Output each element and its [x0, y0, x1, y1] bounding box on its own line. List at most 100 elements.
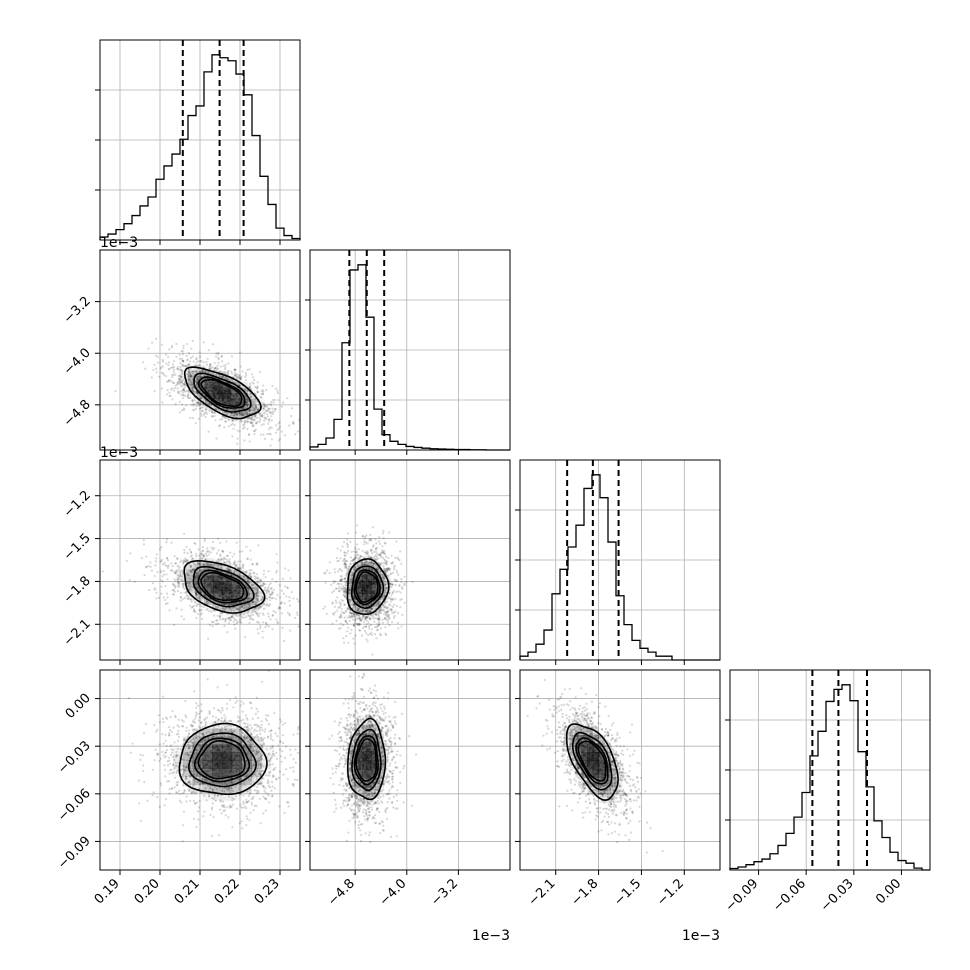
scatter-point — [398, 584, 401, 588]
scatter-point — [388, 597, 391, 600]
scatter-point — [147, 565, 150, 568]
scatter-point — [358, 622, 361, 626]
scatter-point — [365, 623, 368, 626]
scatter-point — [233, 561, 237, 564]
scatter-point — [217, 373, 220, 376]
scatter-point — [195, 357, 198, 360]
scatter-point — [262, 407, 265, 410]
scatter-point — [182, 388, 185, 391]
scatter-point — [371, 607, 374, 610]
scatter-point — [359, 618, 362, 621]
scatter-point — [262, 595, 265, 599]
scatter-point — [202, 554, 205, 557]
scatter-point — [348, 582, 351, 585]
scatter-point — [227, 559, 230, 562]
scatter-point — [216, 364, 219, 367]
scatter-point — [191, 557, 194, 560]
scatter-point — [141, 361, 145, 364]
scatter-point — [374, 613, 377, 616]
axes-frame — [519, 459, 721, 661]
scatter-point — [252, 424, 255, 428]
scatter-point — [281, 577, 284, 581]
scatter-point — [223, 624, 226, 628]
scatter-point — [256, 628, 259, 631]
scatter-point — [251, 424, 254, 428]
scatter-point — [244, 578, 247, 581]
scatter-point — [185, 716, 188, 719]
scatter-point — [369, 610, 372, 613]
scatter-point — [383, 552, 387, 556]
scatter-point — [206, 547, 209, 550]
scatter-point — [219, 418, 222, 421]
scatter-point — [246, 427, 249, 431]
scatter-point — [197, 587, 200, 590]
scatter-point — [196, 575, 199, 578]
scatter-point — [160, 558, 163, 561]
scatter-point — [396, 556, 399, 559]
scatter-point — [198, 608, 201, 612]
scatter-point — [202, 561, 205, 565]
scatter-point — [269, 733, 272, 736]
scatter-point — [246, 398, 249, 401]
scatter-point — [242, 806, 245, 809]
scatter-point — [211, 415, 214, 418]
scatter-point — [142, 538, 145, 542]
scatter-point — [374, 554, 377, 557]
scatter-point — [174, 402, 177, 406]
scatter-point — [186, 573, 189, 576]
scatter-point — [362, 614, 365, 617]
scatter-point — [292, 422, 295, 425]
scatter-point — [189, 583, 192, 586]
scatter-point — [150, 569, 153, 572]
scatter-point — [168, 788, 171, 791]
scatter-point — [364, 610, 367, 613]
scatter-point — [164, 353, 168, 356]
scatter-point — [226, 412, 229, 415]
density-cell — [230, 398, 240, 405]
scatter-point — [241, 413, 244, 416]
scatter-point — [183, 738, 186, 741]
scatter-point — [282, 401, 285, 404]
scatter-point — [349, 611, 352, 615]
scatter-point — [341, 578, 344, 581]
scatter-point — [393, 611, 396, 614]
scatter-point — [209, 623, 212, 627]
scatter-point — [183, 596, 186, 600]
scatter-point — [195, 370, 198, 374]
scatter-point — [167, 368, 170, 371]
scatter-point — [382, 529, 385, 533]
scatter-point — [203, 412, 206, 415]
scatter-point — [190, 367, 193, 370]
scatter-point — [346, 630, 349, 633]
scatter-point — [236, 413, 239, 416]
scatter-point — [361, 564, 364, 567]
scatter-point — [179, 380, 183, 383]
scatter-point — [343, 589, 346, 592]
scatter-point — [189, 569, 192, 572]
scatter-point — [351, 611, 354, 615]
scatter-point — [191, 383, 194, 386]
scatter-point — [274, 408, 277, 411]
scatter-point — [243, 423, 246, 426]
scatter-point — [389, 582, 392, 586]
scatter-point — [365, 567, 368, 570]
scatter-point — [196, 402, 199, 405]
scatter-point — [288, 629, 292, 632]
scatter-point — [393, 568, 396, 571]
scatter-point — [350, 628, 353, 632]
scatter-point — [263, 419, 266, 422]
scatter-point — [227, 567, 230, 571]
scatter-point — [375, 610, 378, 614]
scatter-point — [239, 568, 242, 571]
scatter-point — [256, 591, 259, 594]
scatter-point — [258, 370, 262, 373]
scatter-point — [125, 559, 128, 563]
scatter-point — [352, 624, 356, 627]
scatter-point — [182, 582, 185, 585]
scatter-point — [194, 583, 197, 587]
scatter-point — [269, 596, 272, 599]
scatter-point — [338, 601, 341, 604]
scatter-point — [394, 556, 397, 560]
scatter-point — [189, 379, 192, 382]
scatter-point — [272, 591, 275, 594]
